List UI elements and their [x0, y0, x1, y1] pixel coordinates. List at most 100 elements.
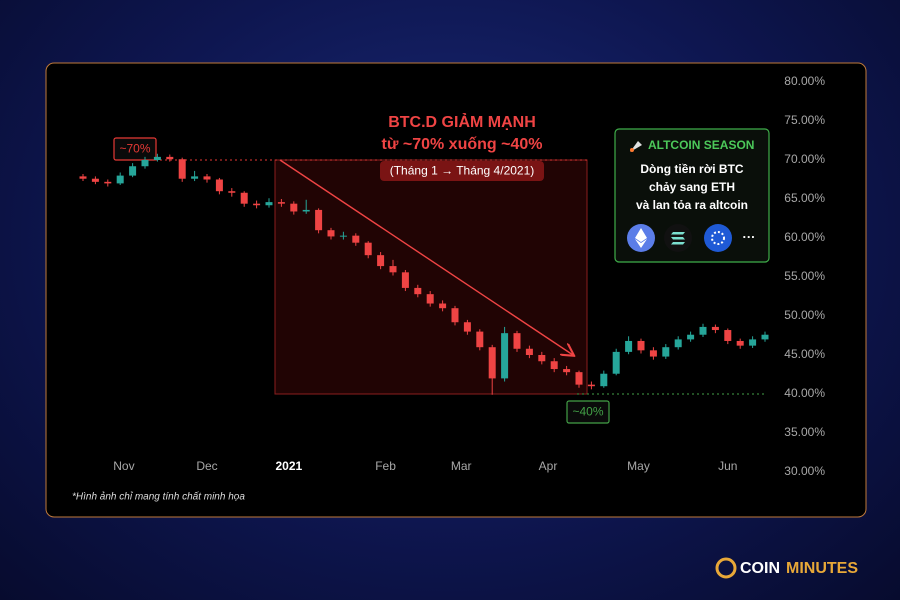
- level-label: ~40%: [572, 405, 603, 419]
- candle-body: [240, 192, 248, 204]
- callout-line: chảy sang ETH: [649, 180, 735, 194]
- candle-body: [637, 340, 645, 351]
- callout-line: và lan tỏa ra altcoin: [636, 198, 748, 212]
- candle-body: [166, 156, 174, 160]
- candle-body: [699, 326, 707, 335]
- y-tick-label: 30.00%: [784, 464, 825, 478]
- candle-body: [451, 308, 459, 323]
- y-tick-label: 35.00%: [784, 425, 825, 439]
- candle-body: [91, 178, 99, 182]
- candle-body: [550, 361, 558, 370]
- candle-body: [129, 166, 137, 176]
- candle-body: [426, 294, 434, 304]
- candle-body: [439, 303, 447, 309]
- x-tick-label: Jun: [718, 459, 737, 473]
- y-tick-label: 40.00%: [784, 386, 825, 400]
- candle-body: [79, 176, 87, 179]
- more-icon: ···: [743, 229, 756, 244]
- candle-body: [687, 334, 695, 340]
- candle-body: [401, 272, 409, 288]
- candle-body: [662, 347, 670, 357]
- candle-body: [364, 242, 372, 256]
- candle-body: [377, 255, 385, 267]
- candle-body: [290, 203, 298, 212]
- x-tick-label: Apr: [539, 459, 558, 473]
- candle-body: [463, 322, 471, 332]
- x-tick-label: Dec: [196, 459, 217, 473]
- candle-body: [625, 340, 633, 352]
- candle-body: [563, 369, 571, 373]
- candle-body: [575, 372, 583, 385]
- y-tick-label: 80.00%: [784, 74, 825, 88]
- callout: ALTCOIN SEASON Dòng tiền rời BTC chảy sa…: [614, 128, 770, 263]
- candle-body: [538, 355, 546, 362]
- candle-body: [525, 348, 533, 355]
- y-tick-label: 60.00%: [784, 230, 825, 244]
- brand: COIN MINUTES: [715, 557, 858, 579]
- callout-line: Dòng tiền rời BTC: [640, 162, 744, 176]
- rocket-flame: [630, 148, 634, 152]
- level-label-box: [566, 400, 610, 424]
- candle-body: [389, 266, 397, 273]
- highlight-zone: [274, 159, 588, 395]
- x-tick-label: Feb: [375, 459, 396, 473]
- x-tick-label: 2021: [275, 459, 302, 473]
- candle-body: [253, 203, 261, 206]
- callout-box: [614, 128, 770, 263]
- candle-body: [178, 159, 186, 179]
- candle-body: [414, 287, 422, 295]
- candle-body: [265, 202, 273, 206]
- candle-body: [761, 334, 769, 340]
- candle-body: [153, 156, 161, 160]
- level-label-box: [113, 137, 157, 161]
- callout-title: ALTCOIN SEASON: [648, 138, 754, 152]
- eth-glyph: [635, 228, 647, 248]
- candle-body: [501, 333, 509, 379]
- y-tick-label: 55.00%: [784, 269, 825, 283]
- trend-arrow: [279, 159, 573, 355]
- level-label: ~70%: [119, 142, 150, 156]
- candle-body: [352, 235, 360, 243]
- x-tick-label: May: [627, 459, 650, 473]
- candle-body: [587, 384, 595, 387]
- candle-body: [488, 347, 496, 379]
- candle-body: [612, 351, 620, 374]
- candle-body: [215, 179, 223, 192]
- candle-body: [674, 339, 682, 348]
- candle-body: [711, 326, 719, 331]
- y-tick-label: 70.00%: [784, 152, 825, 166]
- candle-body: [736, 340, 744, 346]
- y-tick-label: 45.00%: [784, 347, 825, 361]
- brand-first: COIN: [740, 560, 780, 577]
- candle-body: [724, 330, 732, 341]
- headline: BTC.D GIẢM MẠNH: [388, 112, 536, 131]
- candle-body: [339, 235, 347, 237]
- brand-second: MINUTES: [786, 560, 858, 577]
- candle-body: [277, 202, 285, 204]
- sol-glyph: [671, 232, 685, 245]
- brand-logo: [715, 557, 737, 579]
- subheadline: từ ~70% xuống ~40%: [382, 136, 543, 153]
- candle-body: [228, 191, 236, 193]
- candle-body: [315, 209, 323, 231]
- candle-body: [203, 176, 211, 180]
- x-tick-label: Mar: [451, 459, 472, 473]
- period-pill: [380, 161, 544, 181]
- candle-body: [104, 181, 112, 184]
- y-tick-label: 50.00%: [784, 308, 825, 322]
- candle-body: [327, 230, 335, 237]
- candle-body: [513, 333, 521, 349]
- ada-icon: [704, 224, 732, 252]
- candle-body: [600, 373, 608, 387]
- candle-body: [476, 331, 484, 348]
- y-tick-label: 65.00%: [784, 191, 825, 205]
- candle-body: [649, 350, 657, 357]
- candle-body: [141, 160, 149, 167]
- candle-body: [191, 176, 199, 179]
- candle-body: [302, 209, 310, 212]
- x-tick-label: Nov: [113, 459, 134, 473]
- y-tick-label: 75.00%: [784, 113, 825, 127]
- candle-body: [116, 175, 124, 184]
